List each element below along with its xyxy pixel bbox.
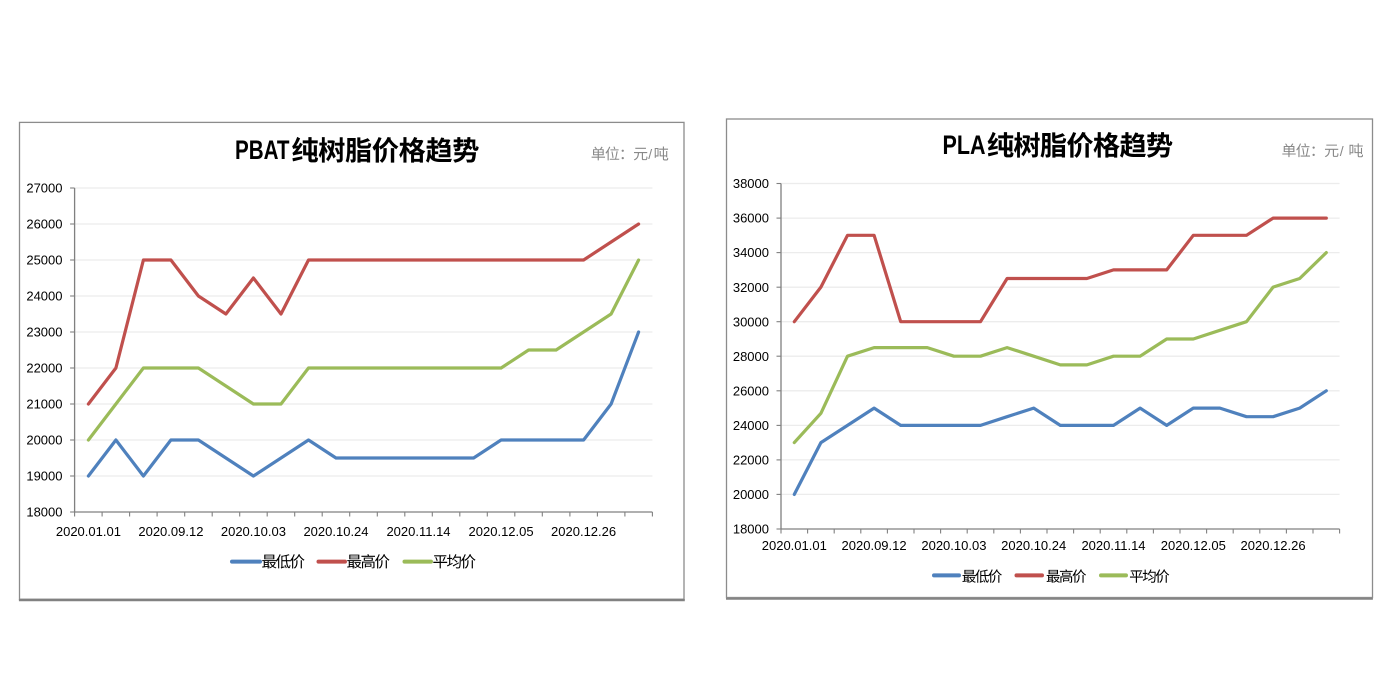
svg-text:38000: 38000 [733, 176, 769, 191]
svg-text:25000: 25000 [26, 253, 62, 268]
svg-text:/: / [648, 146, 652, 162]
svg-text:30000: 30000 [733, 314, 769, 329]
svg-text:2020.01.01: 2020.01.01 [762, 538, 827, 553]
svg-text:21000: 21000 [26, 397, 62, 412]
svg-text:32000: 32000 [733, 280, 769, 295]
svg-text:22000: 22000 [26, 361, 62, 376]
svg-text:2020.09.12: 2020.09.12 [842, 538, 907, 553]
svg-text:26000: 26000 [26, 217, 62, 232]
svg-text:2020.10.24: 2020.10.24 [1001, 538, 1066, 553]
svg-text:23000: 23000 [26, 325, 62, 340]
svg-text:2020.12.05: 2020.12.05 [1161, 538, 1226, 553]
svg-text:18000: 18000 [733, 522, 769, 537]
svg-text:34000: 34000 [733, 245, 769, 260]
svg-text:28000: 28000 [733, 349, 769, 364]
svg-text:36000: 36000 [733, 211, 769, 226]
svg-text:2020.12.05: 2020.12.05 [469, 524, 534, 539]
svg-text:18000: 18000 [26, 505, 62, 520]
svg-text:PBAT: PBAT [235, 135, 290, 165]
svg-text:19000: 19000 [26, 469, 62, 484]
svg-text:2020.10.03: 2020.10.03 [221, 524, 286, 539]
svg-text:2020.10.03: 2020.10.03 [921, 538, 986, 553]
svg-text:2020.10.24: 2020.10.24 [303, 524, 368, 539]
svg-text:2020.12.26: 2020.12.26 [551, 524, 616, 539]
svg-text:2020.01.01: 2020.01.01 [56, 524, 121, 539]
svg-text:20000: 20000 [26, 433, 62, 448]
svg-text:PLA: PLA [943, 130, 986, 160]
svg-text:2020.11.14: 2020.11.14 [1081, 538, 1145, 553]
svg-text:20000: 20000 [733, 487, 769, 502]
svg-text:2020.09.12: 2020.09.12 [138, 524, 203, 539]
svg-text:2020.11.14: 2020.11.14 [386, 524, 450, 539]
svg-text:26000: 26000 [733, 383, 769, 398]
svg-text:24000: 24000 [733, 418, 769, 433]
svg-text:24000: 24000 [26, 289, 62, 304]
svg-text:/: / [1340, 143, 1344, 159]
svg-text:27000: 27000 [26, 181, 62, 196]
svg-text:2020.12.26: 2020.12.26 [1241, 538, 1306, 553]
svg-text:22000: 22000 [733, 453, 769, 468]
